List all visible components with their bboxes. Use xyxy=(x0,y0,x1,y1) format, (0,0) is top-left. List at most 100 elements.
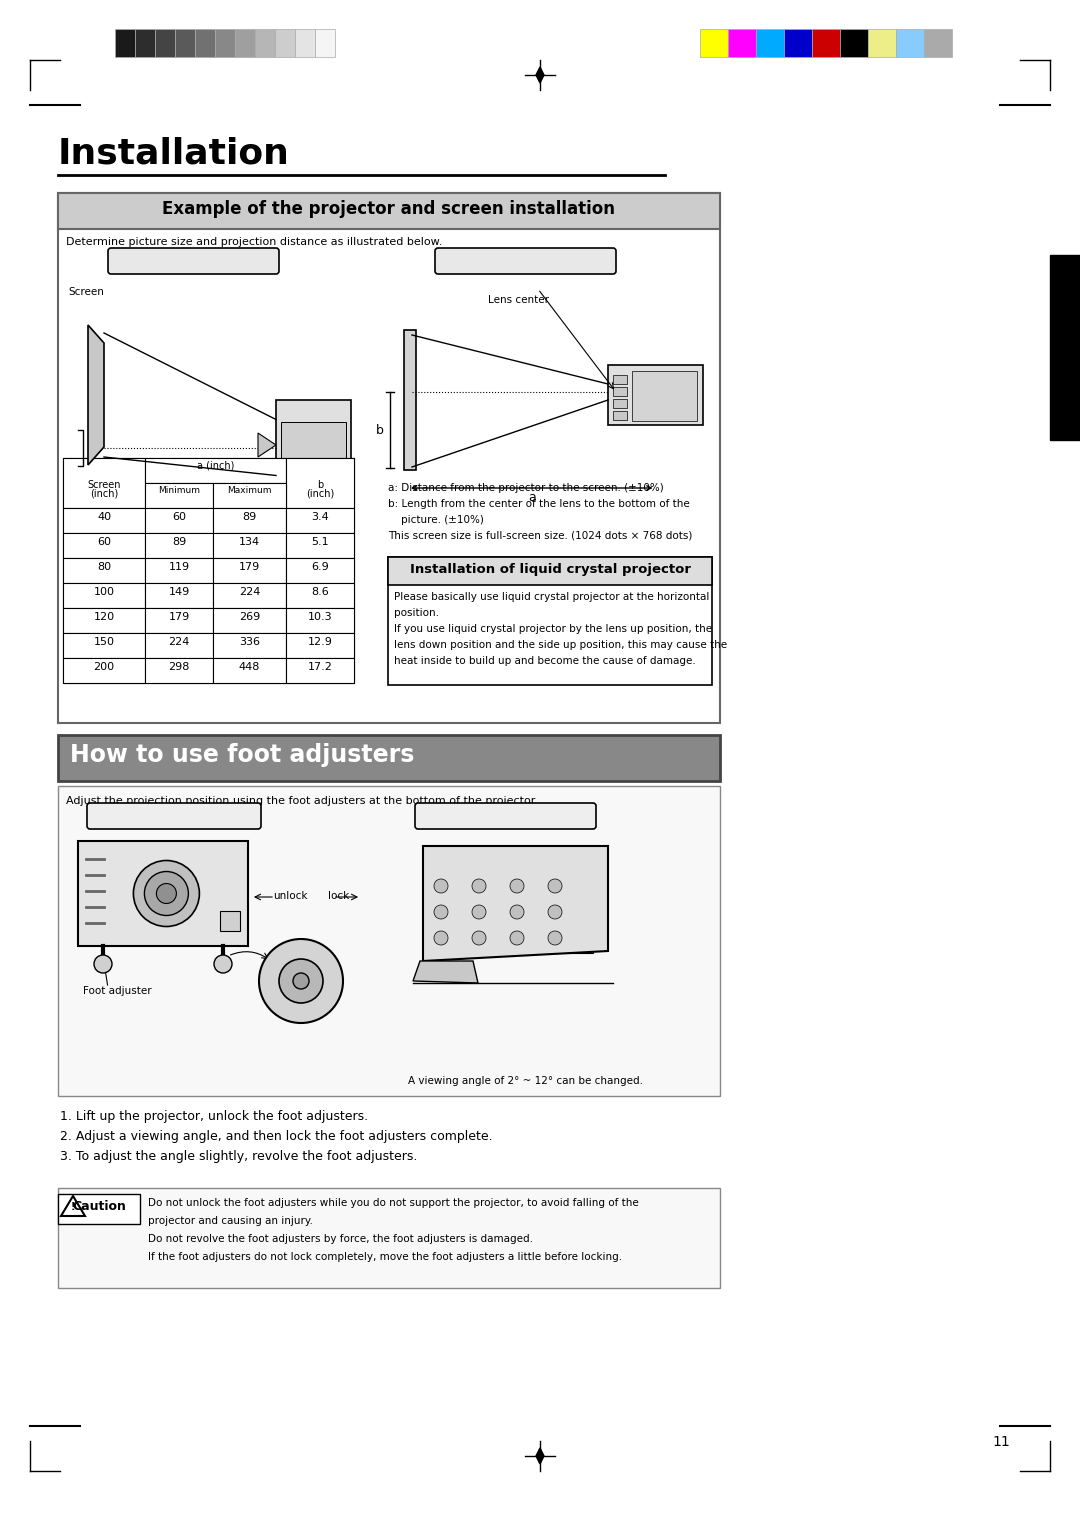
Bar xyxy=(632,371,697,421)
Circle shape xyxy=(293,974,309,989)
Bar xyxy=(145,557,213,583)
Text: If you use liquid crystal projector by the lens up position, the: If you use liquid crystal projector by t… xyxy=(394,625,712,634)
Bar xyxy=(63,658,145,683)
Text: lens down position and the side up position, this may cause the: lens down position and the side up posit… xyxy=(394,640,727,651)
Text: (inch): (inch) xyxy=(306,488,334,499)
Circle shape xyxy=(214,955,232,974)
Circle shape xyxy=(134,860,200,926)
Bar xyxy=(428,853,593,952)
Circle shape xyxy=(94,955,112,974)
Bar xyxy=(63,533,145,557)
Text: (inch): (inch) xyxy=(90,488,118,499)
Circle shape xyxy=(548,879,562,893)
Bar xyxy=(276,400,351,495)
Text: If the foot adjusters do not lock completely, move the foot adjusters a little b: If the foot adjusters do not lock comple… xyxy=(148,1252,622,1262)
Bar xyxy=(275,29,295,57)
Text: Determine picture size and projection distance as illustrated below.: Determine picture size and projection di… xyxy=(66,237,443,246)
FancyBboxPatch shape xyxy=(415,802,596,828)
Bar xyxy=(58,193,720,723)
Circle shape xyxy=(145,871,188,916)
Text: 17.2: 17.2 xyxy=(308,661,333,672)
Bar xyxy=(63,458,354,683)
Text: Caution: Caution xyxy=(72,1200,126,1213)
Bar xyxy=(613,400,627,407)
Circle shape xyxy=(510,905,524,919)
Bar xyxy=(286,658,354,683)
Polygon shape xyxy=(258,433,276,456)
Bar xyxy=(63,632,145,658)
Text: a: a xyxy=(528,491,536,504)
Circle shape xyxy=(434,905,448,919)
Bar xyxy=(281,472,346,490)
Text: How to use foot adjusters: How to use foot adjusters xyxy=(70,743,415,767)
Bar xyxy=(388,557,712,684)
Bar xyxy=(281,423,346,467)
Bar xyxy=(235,29,255,57)
Text: 80: 80 xyxy=(97,562,111,573)
Text: picture. (±10%): picture. (±10%) xyxy=(388,514,484,525)
Text: a: Distance from the projector to the screen. (±10%): a: Distance from the projector to the sc… xyxy=(388,482,664,493)
Bar xyxy=(63,608,145,632)
Bar xyxy=(213,583,286,608)
Bar xyxy=(286,608,354,632)
Text: 5.1: 5.1 xyxy=(311,537,328,547)
Text: 8.6: 8.6 xyxy=(311,586,329,597)
Text: Please basically use liquid crystal projector at the horizontal: Please basically use liquid crystal proj… xyxy=(394,592,710,602)
Text: Do not revolve the foot adjusters by force, the foot adjusters is damaged.: Do not revolve the foot adjusters by for… xyxy=(148,1234,534,1245)
Bar xyxy=(145,608,213,632)
Text: A viewing angle of 2° ~ 12° can be changed.: A viewing angle of 2° ~ 12° can be chang… xyxy=(408,1076,643,1085)
Text: Screen: Screen xyxy=(87,481,121,490)
Text: Minimum: Minimum xyxy=(158,485,200,495)
Polygon shape xyxy=(536,1448,544,1464)
Bar xyxy=(114,29,135,57)
Bar xyxy=(868,29,896,57)
Bar xyxy=(613,410,627,419)
Bar xyxy=(388,557,712,585)
Circle shape xyxy=(434,931,448,945)
Text: 298: 298 xyxy=(168,661,190,672)
Bar xyxy=(58,1188,720,1288)
Bar xyxy=(145,458,286,482)
Text: Adjust the projection position using the foot adjusters at the bottom of the pro: Adjust the projection position using the… xyxy=(66,796,538,805)
Bar xyxy=(213,658,286,683)
Bar xyxy=(145,583,213,608)
Text: Lens center: Lens center xyxy=(488,295,549,305)
Bar xyxy=(812,29,840,57)
Text: Example of the projector and screen installation: Example of the projector and screen inst… xyxy=(162,201,616,217)
Circle shape xyxy=(157,883,176,903)
Bar xyxy=(286,508,354,533)
Bar xyxy=(213,632,286,658)
Circle shape xyxy=(472,905,486,919)
Circle shape xyxy=(510,879,524,893)
Text: 200: 200 xyxy=(94,661,114,672)
Text: heat inside to build up and become the cause of damage.: heat inside to build up and become the c… xyxy=(394,655,696,666)
Bar xyxy=(286,458,354,508)
Text: 3. To adjust the angle slightly, revolve the foot adjusters.: 3. To adjust the angle slightly, revolve… xyxy=(60,1150,417,1164)
Bar xyxy=(145,508,213,533)
Bar xyxy=(145,658,213,683)
Text: 179: 179 xyxy=(168,612,190,622)
Text: Installation of liquid crystal projector: Installation of liquid crystal projector xyxy=(409,563,690,576)
Text: 10.3: 10.3 xyxy=(308,612,333,622)
Text: 150: 150 xyxy=(94,637,114,648)
Text: View from the front: View from the front xyxy=(109,808,240,822)
Text: 224: 224 xyxy=(239,586,260,597)
Text: 134: 134 xyxy=(239,537,260,547)
Polygon shape xyxy=(536,67,544,83)
Text: Screen: Screen xyxy=(68,286,104,297)
Bar xyxy=(195,29,215,57)
Text: position.: position. xyxy=(394,608,438,619)
Bar xyxy=(924,29,951,57)
Text: View from the top: View from the top xyxy=(134,253,254,266)
Bar xyxy=(213,608,286,632)
Text: View from the side: View from the side xyxy=(463,253,589,266)
Bar xyxy=(255,29,275,57)
Bar xyxy=(215,29,235,57)
Text: 89: 89 xyxy=(172,537,186,547)
Bar xyxy=(1050,256,1080,439)
Bar xyxy=(613,387,627,397)
Bar xyxy=(145,482,213,508)
Text: 224: 224 xyxy=(168,637,190,648)
Bar xyxy=(608,364,703,426)
Text: 179: 179 xyxy=(239,562,260,573)
